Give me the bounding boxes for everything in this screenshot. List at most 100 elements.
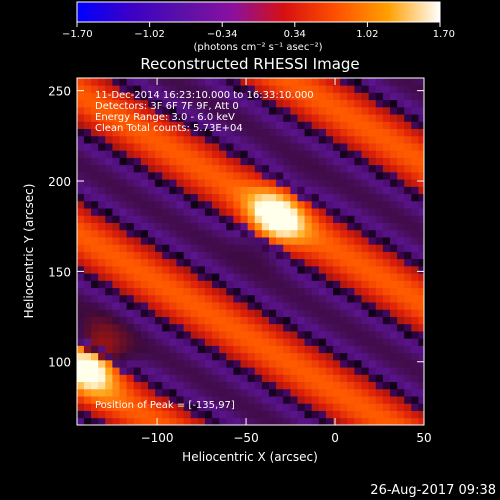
heatmap-cell <box>311 251 320 260</box>
heatmap-cell <box>276 186 284 195</box>
heatmap-cell <box>254 186 263 195</box>
heatmap-cell <box>155 265 163 274</box>
heatmap-cell <box>162 113 170 122</box>
heatmap-cell <box>183 186 192 195</box>
heatmap-cell <box>126 280 135 289</box>
heatmap-cell <box>247 417 256 425</box>
heatmap-cell <box>219 171 227 180</box>
heatmap-cell <box>389 215 398 223</box>
heatmap-cell <box>77 92 85 101</box>
heatmap-cell <box>340 374 348 383</box>
heatmap-cell <box>77 323 85 332</box>
heatmap-cell <box>212 186 220 195</box>
heatmap-cell <box>190 121 199 130</box>
heatmap-cell <box>375 121 384 130</box>
heatmap-cell <box>318 142 327 151</box>
heatmap-cell <box>176 287 185 296</box>
heatmap-cell <box>190 150 199 158</box>
heatmap-cell <box>268 272 277 281</box>
heatmap-cell <box>247 258 256 267</box>
heatmap-cell <box>140 352 149 361</box>
heatmap-cell <box>226 135 234 144</box>
heatmap-cell <box>426 136 434 144</box>
heatmap-cell <box>226 78 234 86</box>
heatmap-cell <box>325 410 334 419</box>
heatmap-cell <box>169 258 178 267</box>
heatmap-cell <box>411 135 420 144</box>
heatmap-cell <box>140 403 149 411</box>
heatmap-cell <box>155 200 163 209</box>
heatmap-cell <box>176 359 185 368</box>
heatmap-cell <box>354 338 363 346</box>
heatmap-cell <box>176 106 185 115</box>
heatmap-cell <box>333 157 341 166</box>
heatmap-cell <box>325 330 334 339</box>
heatmap-cell <box>426 331 434 339</box>
heatmap-cell <box>133 388 142 397</box>
heatmap-cell <box>318 121 327 130</box>
heatmap-cell <box>426 410 434 418</box>
heatmap-cell <box>283 287 291 296</box>
heatmap-cell <box>361 236 370 245</box>
heatmap-cell <box>368 388 377 397</box>
heatmap-cell <box>219 309 227 317</box>
heatmap-cell <box>404 135 412 144</box>
heatmap-cell <box>311 352 320 361</box>
heatmap-cell <box>176 258 185 267</box>
heatmap-cell <box>411 244 420 252</box>
heatmap-cell <box>147 85 156 93</box>
heatmap-cell <box>283 78 291 86</box>
heatmap-cell <box>290 251 299 260</box>
heatmap-cell <box>375 171 384 180</box>
heatmap-cell <box>91 287 99 296</box>
heatmap-cell <box>268 388 277 397</box>
heatmap-cell <box>276 374 284 383</box>
heatmap-cell <box>268 287 277 296</box>
heatmap-cell <box>254 374 263 383</box>
heatmap-cell <box>240 193 249 202</box>
heatmap-cell <box>147 244 156 252</box>
heatmap-cell <box>411 157 420 166</box>
heatmap-cell <box>361 359 370 368</box>
heatmap-cell <box>77 193 85 202</box>
heatmap-cell <box>226 113 234 122</box>
heatmap-cell <box>340 207 348 216</box>
heatmap-cell <box>318 345 327 354</box>
heatmap-cell <box>183 135 192 144</box>
heatmap-cell <box>119 106 128 115</box>
heatmap-cell <box>105 164 113 173</box>
heatmap-cell <box>354 359 363 368</box>
heatmap-cell <box>105 200 113 209</box>
heatmap-cell <box>389 265 398 274</box>
heatmap-cell <box>183 417 192 425</box>
heatmap-cell <box>126 345 135 354</box>
heatmap-cell <box>426 157 434 165</box>
heatmap-cell <box>254 345 263 354</box>
heatmap-cell <box>347 128 355 137</box>
heatmap-cell <box>318 258 327 267</box>
heatmap-cell <box>204 222 213 231</box>
heatmap-cell <box>212 287 220 296</box>
heatmap-cell <box>105 150 113 158</box>
heatmap-cell <box>382 330 391 339</box>
heatmap-cell <box>375 338 384 346</box>
heatmap-cell <box>204 128 213 137</box>
heatmap-cell <box>368 338 377 346</box>
heatmap-cell <box>83 179 92 187</box>
heatmap-cell <box>183 359 192 368</box>
heatmap-cell <box>247 193 256 202</box>
heatmap-cell <box>112 113 121 122</box>
heatmap-cell <box>197 236 206 245</box>
heatmap-cell <box>382 323 391 332</box>
heatmap-cell <box>254 99 263 108</box>
heatmap-cell <box>340 164 348 173</box>
heatmap-cell <box>389 244 398 252</box>
heatmap-cell <box>219 106 227 115</box>
heatmap-cell <box>283 359 291 368</box>
heatmap-cell <box>254 272 263 281</box>
heatmap-cell <box>368 258 377 267</box>
heatmap-cell <box>318 323 327 332</box>
heatmap-cell <box>162 403 170 411</box>
heatmap-cell <box>190 142 199 151</box>
heatmap-cell <box>169 403 178 411</box>
